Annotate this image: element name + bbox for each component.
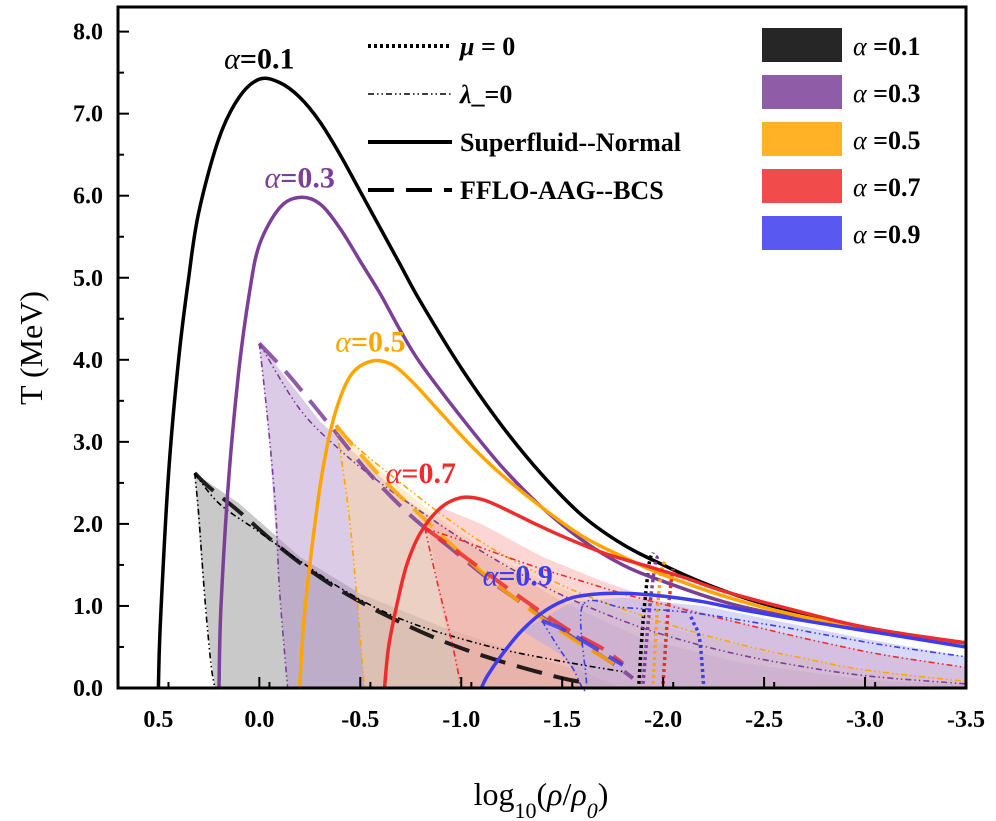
legend-color-label-alpha-09: α =0.9 <box>853 220 920 249</box>
superfluid-normal-line-alpha-03 <box>217 195 967 689</box>
phase-boundary-curves <box>156 76 967 692</box>
color-legend: α =0.1 α =0.3 α =0.5 α =0.7 α =0.9 <box>762 28 920 250</box>
x-tick-label: -2.5 <box>745 707 783 733</box>
fflo-bcs-line-alpha-05 <box>334 424 624 672</box>
x-tick-label: -3.0 <box>846 707 884 733</box>
legend-swatch-alpha-03 <box>762 75 842 109</box>
region-alpha-05 <box>336 425 967 688</box>
fflo-bcs-line-alpha-07 <box>423 526 625 666</box>
lambda0-line-alpha-01-0 <box>193 472 216 689</box>
x-axis-title: log10(ρ/ρ0) <box>474 776 609 821</box>
legend-swatch-alpha-01 <box>762 28 842 62</box>
legend-color-label-alpha-01: α =0.1 <box>853 32 920 61</box>
legend-label-dash-dot-dot: λ_=0 <box>459 80 512 109</box>
y-tick-label: 1.0 <box>73 594 103 620</box>
series-labels: α=0.1 α=0.3 α=0.5 α=0.7 α=0.9 <box>224 43 553 593</box>
legend-swatch-alpha-05 <box>762 122 842 156</box>
superfluid-normal-line-alpha-09 <box>479 591 967 689</box>
y-tick-label: 6.0 <box>73 184 103 210</box>
region-alpha-07 <box>428 507 966 688</box>
x-tick-label: -3.5 <box>947 707 985 733</box>
fflo-bcs-line-alpha-01 <box>193 471 583 685</box>
region-alpha-03 <box>259 343 966 688</box>
region-alpha-09 <box>521 597 966 688</box>
mu0-line-alpha-03 <box>641 554 661 685</box>
series-label-alpha-01: α=0.1 <box>224 43 294 76</box>
lambda0-line-alpha-09-0 <box>541 599 967 692</box>
y-tick-label: 4.0 <box>73 348 103 374</box>
y-tick-label: 7.0 <box>73 102 103 128</box>
y-tick-label: 3.0 <box>73 430 103 456</box>
legend-label-dotted: μ = 0 <box>458 32 515 61</box>
fflo-bcs-line-alpha-03 <box>257 342 635 680</box>
plot-frame <box>116 5 968 690</box>
y-axis-ticks: 0.0 1.0 2.0 3.0 4.0 5.0 6.0 7.0 8.0 <box>73 20 129 702</box>
superfluid-normal-line-alpha-07 <box>382 495 967 689</box>
x-tick-label: -0.5 <box>341 707 379 733</box>
lambda0-line-alpha-03-0 <box>258 343 289 689</box>
mu0-line-alpha-09 <box>687 613 706 685</box>
legend-label-dashed: FFLO-AAG--BCS <box>460 176 664 205</box>
lambda0-line-alpha-03-1 <box>258 342 967 685</box>
mu0-line-alpha-07 <box>661 568 675 685</box>
lambda0-line-alpha-05-0 <box>335 425 366 689</box>
superfluid-normal-line-alpha-05 <box>297 358 967 689</box>
y-tick-label: 8.0 <box>73 20 103 46</box>
lambda0-line-alpha-07-0 <box>424 527 462 689</box>
series-label-alpha-03: α=0.3 <box>265 162 335 195</box>
lambda0-line-alpha-05-1 <box>335 424 967 683</box>
legend-color-label-alpha-07: α =0.7 <box>853 173 920 202</box>
lambda0-line-alpha-01-1 <box>194 472 623 673</box>
series-label-alpha-07: α=0.7 <box>386 457 456 490</box>
lambda0-line-alpha-07-1 <box>424 527 967 669</box>
y-axis-title: T (MeV) <box>13 291 49 405</box>
legend-swatch-alpha-07 <box>762 169 842 203</box>
legend-label-solid: Superfluid--Normal <box>460 128 681 157</box>
legend-color-label-alpha-03: α =0.3 <box>853 79 920 108</box>
y-tick-label: 5.0 <box>73 266 103 292</box>
mu0-line-alpha-05 <box>651 560 667 685</box>
x-tick-label: 0.0 <box>244 707 274 733</box>
legend-swatch-alpha-09 <box>762 216 842 250</box>
y-tick-label: 0.0 <box>73 676 103 702</box>
x-tick-label: 0.5 <box>143 707 173 733</box>
legend-color-label-alpha-05: α =0.5 <box>853 126 920 155</box>
fflo-bcs-line-alpha-09 <box>541 618 624 667</box>
y-tick-label: 2.0 <box>73 512 103 538</box>
x-tick-label: -2.0 <box>644 707 682 733</box>
x-tick-label: -1.0 <box>442 707 480 733</box>
x-axis-ticks: 0.5 0.0 -0.5 -1.0 -1.5 -2.0 -2.5 -3.0 -3.5 <box>143 677 985 733</box>
series-label-alpha-09: α=0.9 <box>483 559 553 592</box>
x-tick-label: -1.5 <box>543 707 581 733</box>
series-label-alpha-05: α=0.5 <box>335 326 405 359</box>
line-style-legend: μ = 0 λ_=0 Superfluid--Normal FFLO-AAG--BCS <box>368 32 681 205</box>
